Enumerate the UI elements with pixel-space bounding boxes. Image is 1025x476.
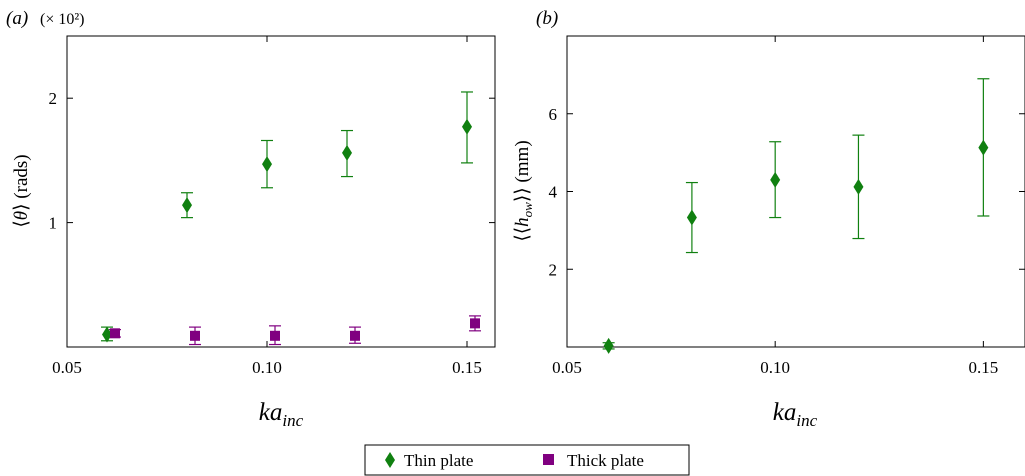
panel-a-label: (a) <box>6 8 28 29</box>
panel-b-error-bars <box>602 78 990 350</box>
data-point-thin <box>686 209 697 226</box>
panel-a-y-axis-label: ⟨θ⟩ (rads) <box>11 154 32 227</box>
panel-b-ticks <box>566 36 1025 347</box>
legend-thin-plate-marker <box>385 452 395 468</box>
x-tick-label: 0.10 <box>760 358 790 377</box>
x-tick-label: 0.05 <box>52 358 82 377</box>
panel-b-markers <box>603 139 989 354</box>
panel-a-plot-frame <box>66 35 496 348</box>
y-tick-label: 6 <box>549 105 558 124</box>
data-point-thin <box>603 337 614 354</box>
panel-a-ticks <box>66 36 495 347</box>
x-tick-label: 0.15 <box>452 358 482 377</box>
panel-a-y-multiplier: (× 10²) <box>40 11 84 28</box>
panel-b-label: (b) <box>536 8 558 29</box>
data-point-thin <box>462 118 472 135</box>
y-tick-label: 2 <box>49 89 58 108</box>
panel-a-x-axis-label: kainc <box>259 399 304 430</box>
data-point-thin <box>102 326 112 343</box>
y-tick-label: 2 <box>549 260 558 279</box>
x-tick-label: 0.10 <box>252 358 282 377</box>
panel-b-y-axis-label: ⟨⟨how⟩⟩ (mm) <box>512 140 535 241</box>
data-point-thin <box>182 197 192 214</box>
data-point-thin <box>262 156 272 173</box>
panel-b-plot-frame <box>566 35 1025 348</box>
legend: Thin plate Thick plate <box>364 444 690 476</box>
x-tick-label: 0.15 <box>968 358 998 377</box>
panel-a-markers <box>102 118 480 343</box>
y-tick-label: 4 <box>549 183 558 202</box>
data-point-thick <box>350 330 360 341</box>
legend-thick-plate-label: Thick plate <box>567 451 644 470</box>
panel-b-tick-labels: 0.05 0.10 0.15 2 4 6 <box>549 105 999 377</box>
data-point-thick <box>110 328 120 339</box>
legend-thin-plate-label: Thin plate <box>404 451 473 470</box>
data-point-thick <box>190 330 200 341</box>
panel-a-error-bars <box>101 91 481 346</box>
data-point-thin <box>853 178 864 195</box>
data-point-thin <box>770 171 781 188</box>
panel-b: (b) 0.05 0.10 0.15 2 4 6 kainc ⟨⟨how⟩⟩ (mm) <box>512 8 1025 430</box>
panel-a-tick-labels: 0.05 0.10 0.15 1 2 <box>49 89 482 377</box>
x-tick-label: 0.05 <box>552 358 582 377</box>
data-point-thin <box>342 144 352 161</box>
panel-b-x-axis-label: kainc <box>773 399 818 430</box>
legend-thick-plate-marker <box>543 454 554 465</box>
data-point-thin <box>978 139 989 156</box>
y-tick-label: 1 <box>49 214 58 233</box>
data-point-thick <box>470 318 480 329</box>
panel-a: (a) (× 10²) 0.05 0.10 0.15 1 2 kainc ⟨θ⟩ (ra… <box>6 8 496 430</box>
data-point-thick <box>270 330 280 341</box>
legend-box <box>364 444 690 476</box>
